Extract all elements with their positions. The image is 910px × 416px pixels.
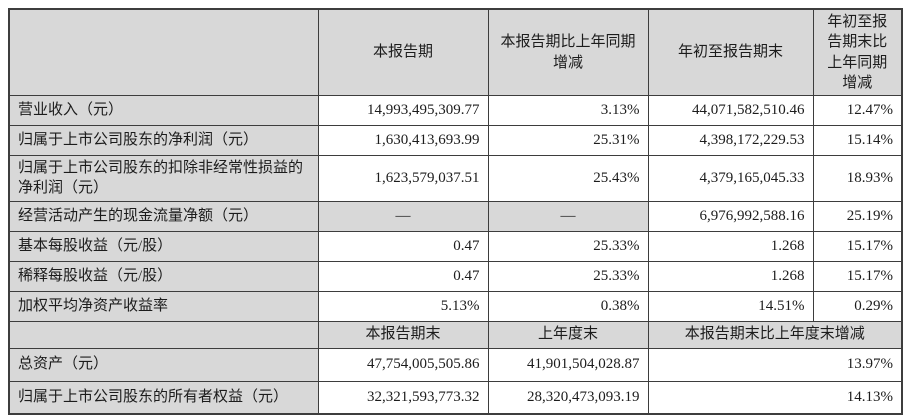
metric-label: 经营活动产生的现金流量净额（元） [8, 200, 319, 232]
row-shareholders-equity: 归属于上市公司股东的所有者权益（元） 32,321,593,773.32 28,… [8, 380, 903, 415]
header-ytd: 年初至报告期末 [647, 8, 814, 96]
value-ytd-yoy-change: 18.93% [812, 155, 903, 202]
section1-header-row: 本报告期 本报告期比上年同期增减 年初至报告期末 年初至报告期末比上年同期增减 [8, 8, 903, 96]
row-operating-cash-flow: 经营活动产生的现金流量净额（元） — — 6,976,992,588.16 25… [8, 200, 903, 232]
metric-label: 归属于上市公司股东的扣除非经常性损益的净利润（元） [8, 155, 319, 202]
value-current-period: 0.47 [317, 230, 489, 262]
value-ytd-yoy-change: 15.14% [812, 125, 903, 156]
header-period-end: 本报告期末 [317, 320, 489, 349]
value-ytd: 1.268 [647, 260, 814, 292]
value-period-end: 32,321,593,773.32 [317, 380, 489, 415]
value-period-end: 47,754,005,505.86 [317, 347, 489, 382]
row-weighted-avg-roe: 加权平均净资产收益率 5.13% 0.38% 14.51% 0.29% [8, 290, 903, 322]
value-yoy-change: 0.38% [487, 290, 649, 322]
value-ytd-yoy-change: 15.17% [812, 260, 903, 292]
row-diluted-eps: 稀释每股收益（元/股） 0.47 25.33% 1.268 15.17% [8, 260, 903, 292]
value-yoy-change: 25.43% [487, 155, 649, 202]
metric-label: 归属于上市公司股东的所有者权益（元） [8, 380, 319, 415]
value-current-period: 0.47 [317, 260, 489, 292]
header-current-vs-prior: 本报告期比上年同期增减 [487, 8, 649, 96]
value-ytd: 14.51% [647, 290, 814, 322]
value-current-period: 1,623,579,037.51 [317, 155, 489, 202]
header-ytd-vs-prior: 年初至报告期末比上年同期增减 [812, 8, 903, 96]
metric-label: 加权平均净资产收益率 [8, 290, 319, 322]
row-operating-revenue: 营业收入（元） 14,993,495,309.77 3.13% 44,071,5… [8, 95, 903, 126]
metric-label: 基本每股收益（元/股） [8, 230, 319, 262]
value-prior-year-end: 28,320,473,093.19 [487, 380, 649, 415]
corner-cell [8, 320, 319, 349]
value-ytd-yoy-change: 25.19% [812, 200, 903, 232]
row-net-profit-excl-nonrecurring: 归属于上市公司股东的扣除非经常性损益的净利润（元） 1,623,579,037.… [8, 155, 903, 202]
value-ytd: 6,976,992,588.16 [647, 200, 814, 232]
financial-summary-table: 本报告期 本报告期比上年同期增减 年初至报告期末 年初至报告期末比上年同期增减 … [8, 8, 903, 415]
value-current-period: 5.13% [317, 290, 489, 322]
value-change: 14.13% [647, 380, 903, 415]
section2-header-row: 本报告期末 上年度末 本报告期末比上年度末增减 [8, 320, 903, 349]
value-yoy-change: 25.33% [487, 260, 649, 292]
value-current-period: — [317, 200, 489, 232]
value-yoy-change: 3.13% [487, 95, 649, 126]
value-yoy-change: — [487, 200, 649, 232]
value-current-period: 14,993,495,309.77 [317, 95, 489, 126]
value-ytd-yoy-change: 0.29% [812, 290, 903, 322]
value-ytd: 4,379,165,045.33 [647, 155, 814, 202]
value-current-period: 1,630,413,693.99 [317, 125, 489, 156]
metric-label: 总资产（元） [8, 347, 319, 382]
row-basic-eps: 基本每股收益（元/股） 0.47 25.33% 1.268 15.17% [8, 230, 903, 262]
value-prior-year-end: 41,901,504,028.87 [487, 347, 649, 382]
value-yoy-change: 25.33% [487, 230, 649, 262]
metric-label: 营业收入（元） [8, 95, 319, 126]
corner-cell [8, 8, 319, 96]
metric-label: 归属于上市公司股东的净利润（元） [8, 125, 319, 156]
value-change: 13.97% [647, 347, 903, 382]
value-ytd-yoy-change: 15.17% [812, 230, 903, 262]
header-prior-year-end: 上年度末 [487, 320, 649, 349]
row-total-assets: 总资产（元） 47,754,005,505.86 41,901,504,028.… [8, 347, 903, 382]
value-ytd-yoy-change: 12.47% [812, 95, 903, 126]
metric-label: 稀释每股收益（元/股） [8, 260, 319, 292]
header-period-end-change: 本报告期末比上年度末增减 [647, 320, 903, 349]
header-current-period: 本报告期 [317, 8, 489, 96]
value-ytd: 44,071,582,510.46 [647, 95, 814, 126]
value-ytd: 1.268 [647, 230, 814, 262]
value-ytd: 4,398,172,229.53 [647, 125, 814, 156]
row-net-profit: 归属于上市公司股东的净利润（元） 1,630,413,693.99 25.31%… [8, 125, 903, 156]
value-yoy-change: 25.31% [487, 125, 649, 156]
